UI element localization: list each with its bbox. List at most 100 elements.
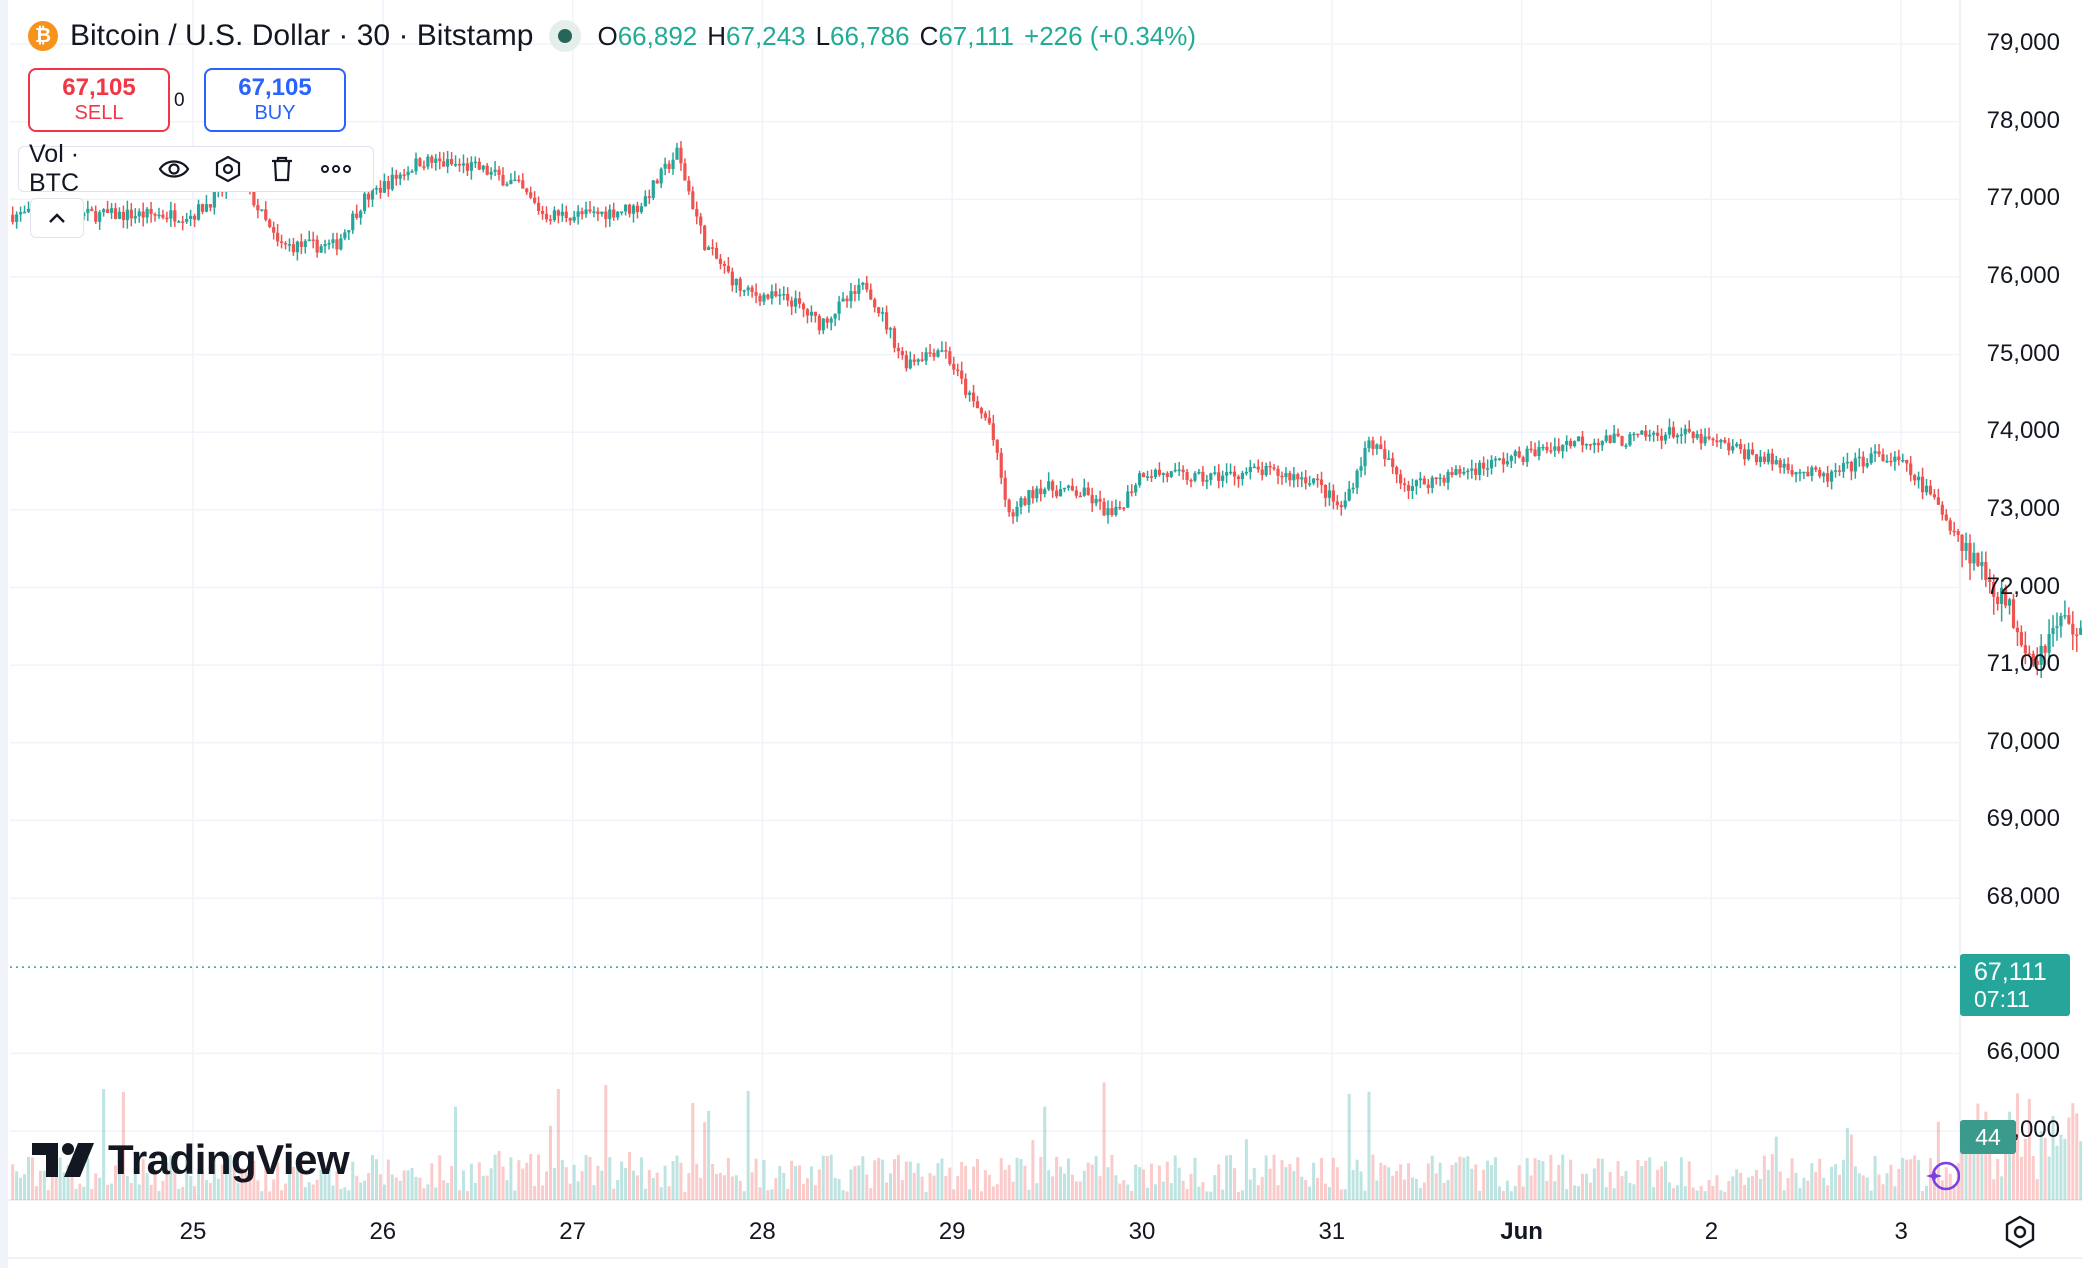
candle-body [1252,466,1256,469]
candle-body [434,158,438,163]
candle-body [1145,476,1150,478]
candle-body [1232,471,1237,477]
collapse-legend-button[interactable] [30,198,84,238]
candle-body [560,211,564,216]
volume-bar [359,1182,363,1200]
volume-bar [208,1183,212,1200]
volume-bar [620,1161,624,1200]
candle-body [189,215,193,220]
volume-bar [671,1161,675,1200]
volume-bar [62,1172,66,1200]
sell-button[interactable]: 67,105 SELL [28,68,170,132]
volume-bar [877,1157,881,1200]
volume-bar [1316,1177,1320,1200]
volume-bar [1434,1173,1438,1200]
candle-body [117,211,122,219]
candle-body [1019,498,1023,507]
volume-bar [865,1174,869,1200]
volume-bar [881,1159,885,1200]
time-tick-label: 30 [1128,1218,1156,1245]
volume-bar [454,1106,458,1200]
volume-bar [576,1181,580,1200]
candle-body [1118,506,1122,509]
candle-body [786,293,790,301]
volume-bar [1928,1158,1932,1200]
tradingview-logo[interactable]: TradingView [32,1136,350,1184]
candle-body [853,291,857,294]
ohlc-high: H67,243 [707,20,806,51]
candle-body [1671,427,1676,438]
candle-body [556,210,560,216]
candle-body [386,181,390,190]
time-tick-label: 29 [938,1218,966,1245]
candle-body [1513,451,1517,457]
candle-body [1402,483,1407,486]
candle-body [1719,439,1723,443]
volume-bar [185,1154,189,1200]
candle-body [1292,474,1296,481]
candle-body [861,282,865,285]
candle-body [1569,440,1573,447]
candle-body [1011,512,1015,517]
market-status-icon[interactable] [549,20,582,52]
candle-body [1054,490,1059,497]
volume-bar [521,1168,525,1200]
candle-body [430,156,434,163]
volume-bar [200,1170,204,1200]
candle-body [1798,472,1802,474]
candle-body [331,239,335,244]
volume-bar [999,1158,1003,1200]
candle-body [651,180,655,198]
volume-bar [414,1176,418,1200]
settings-hex-icon[interactable] [211,152,245,186]
volume-bar [295,1160,299,1200]
volume-bar [703,1122,707,1200]
time-tick-label: 3 [1894,1218,1908,1245]
volume-bar [924,1191,928,1200]
more-dots-icon[interactable] [319,152,353,186]
candle-body [1458,469,1462,474]
volume-bar [1066,1158,1070,1200]
volume-bar [1553,1181,1557,1200]
volume-bar [655,1172,659,1200]
candle-body [1553,446,1557,451]
volume-bar [58,1157,62,1200]
volume-bar [821,1155,825,1200]
sparkle-icon[interactable] [1924,1158,1960,1194]
candle-body [2015,627,2020,633]
spread-value: 0 [174,90,185,111]
volume-bar [1897,1168,1901,1200]
candle-body [888,328,893,330]
candle-body [1774,460,1778,465]
candle-body [497,169,501,175]
candle-body [600,211,604,215]
candle-body [161,214,165,218]
candle-body [904,355,908,369]
volume-title[interactable]: Vol · BTC [29,140,80,197]
eye-icon[interactable] [158,152,192,186]
gear-icon[interactable] [2002,1214,2038,1250]
volume-bar [102,1088,106,1200]
volume-bar [1921,1190,1925,1200]
candle-body [109,208,114,213]
volume-bar [1561,1154,1565,1200]
trash-icon[interactable] [265,152,299,186]
volume-bar [2011,1151,2015,1200]
candle-body [900,351,904,356]
volume-bar [1869,1190,1873,1200]
candle-body [675,147,679,160]
time-tick-label: 25 [179,1218,207,1245]
candle-body [1794,472,1798,475]
volume-bar [1442,1182,1446,1200]
volume-bar [1426,1163,1430,1200]
candle-body [782,293,786,296]
volume-bar [861,1156,865,1200]
symbol-title[interactable]: Bitcoin / U.S. Dollar · 30 · Bitstamp [70,19,534,52]
candle-body [1549,450,1553,452]
buy-button[interactable]: 67,105 BUY [204,68,346,132]
candle-body [153,214,157,216]
volume-bar [849,1169,853,1200]
volume-bar [1834,1164,1838,1200]
candle-body [1869,453,1873,464]
